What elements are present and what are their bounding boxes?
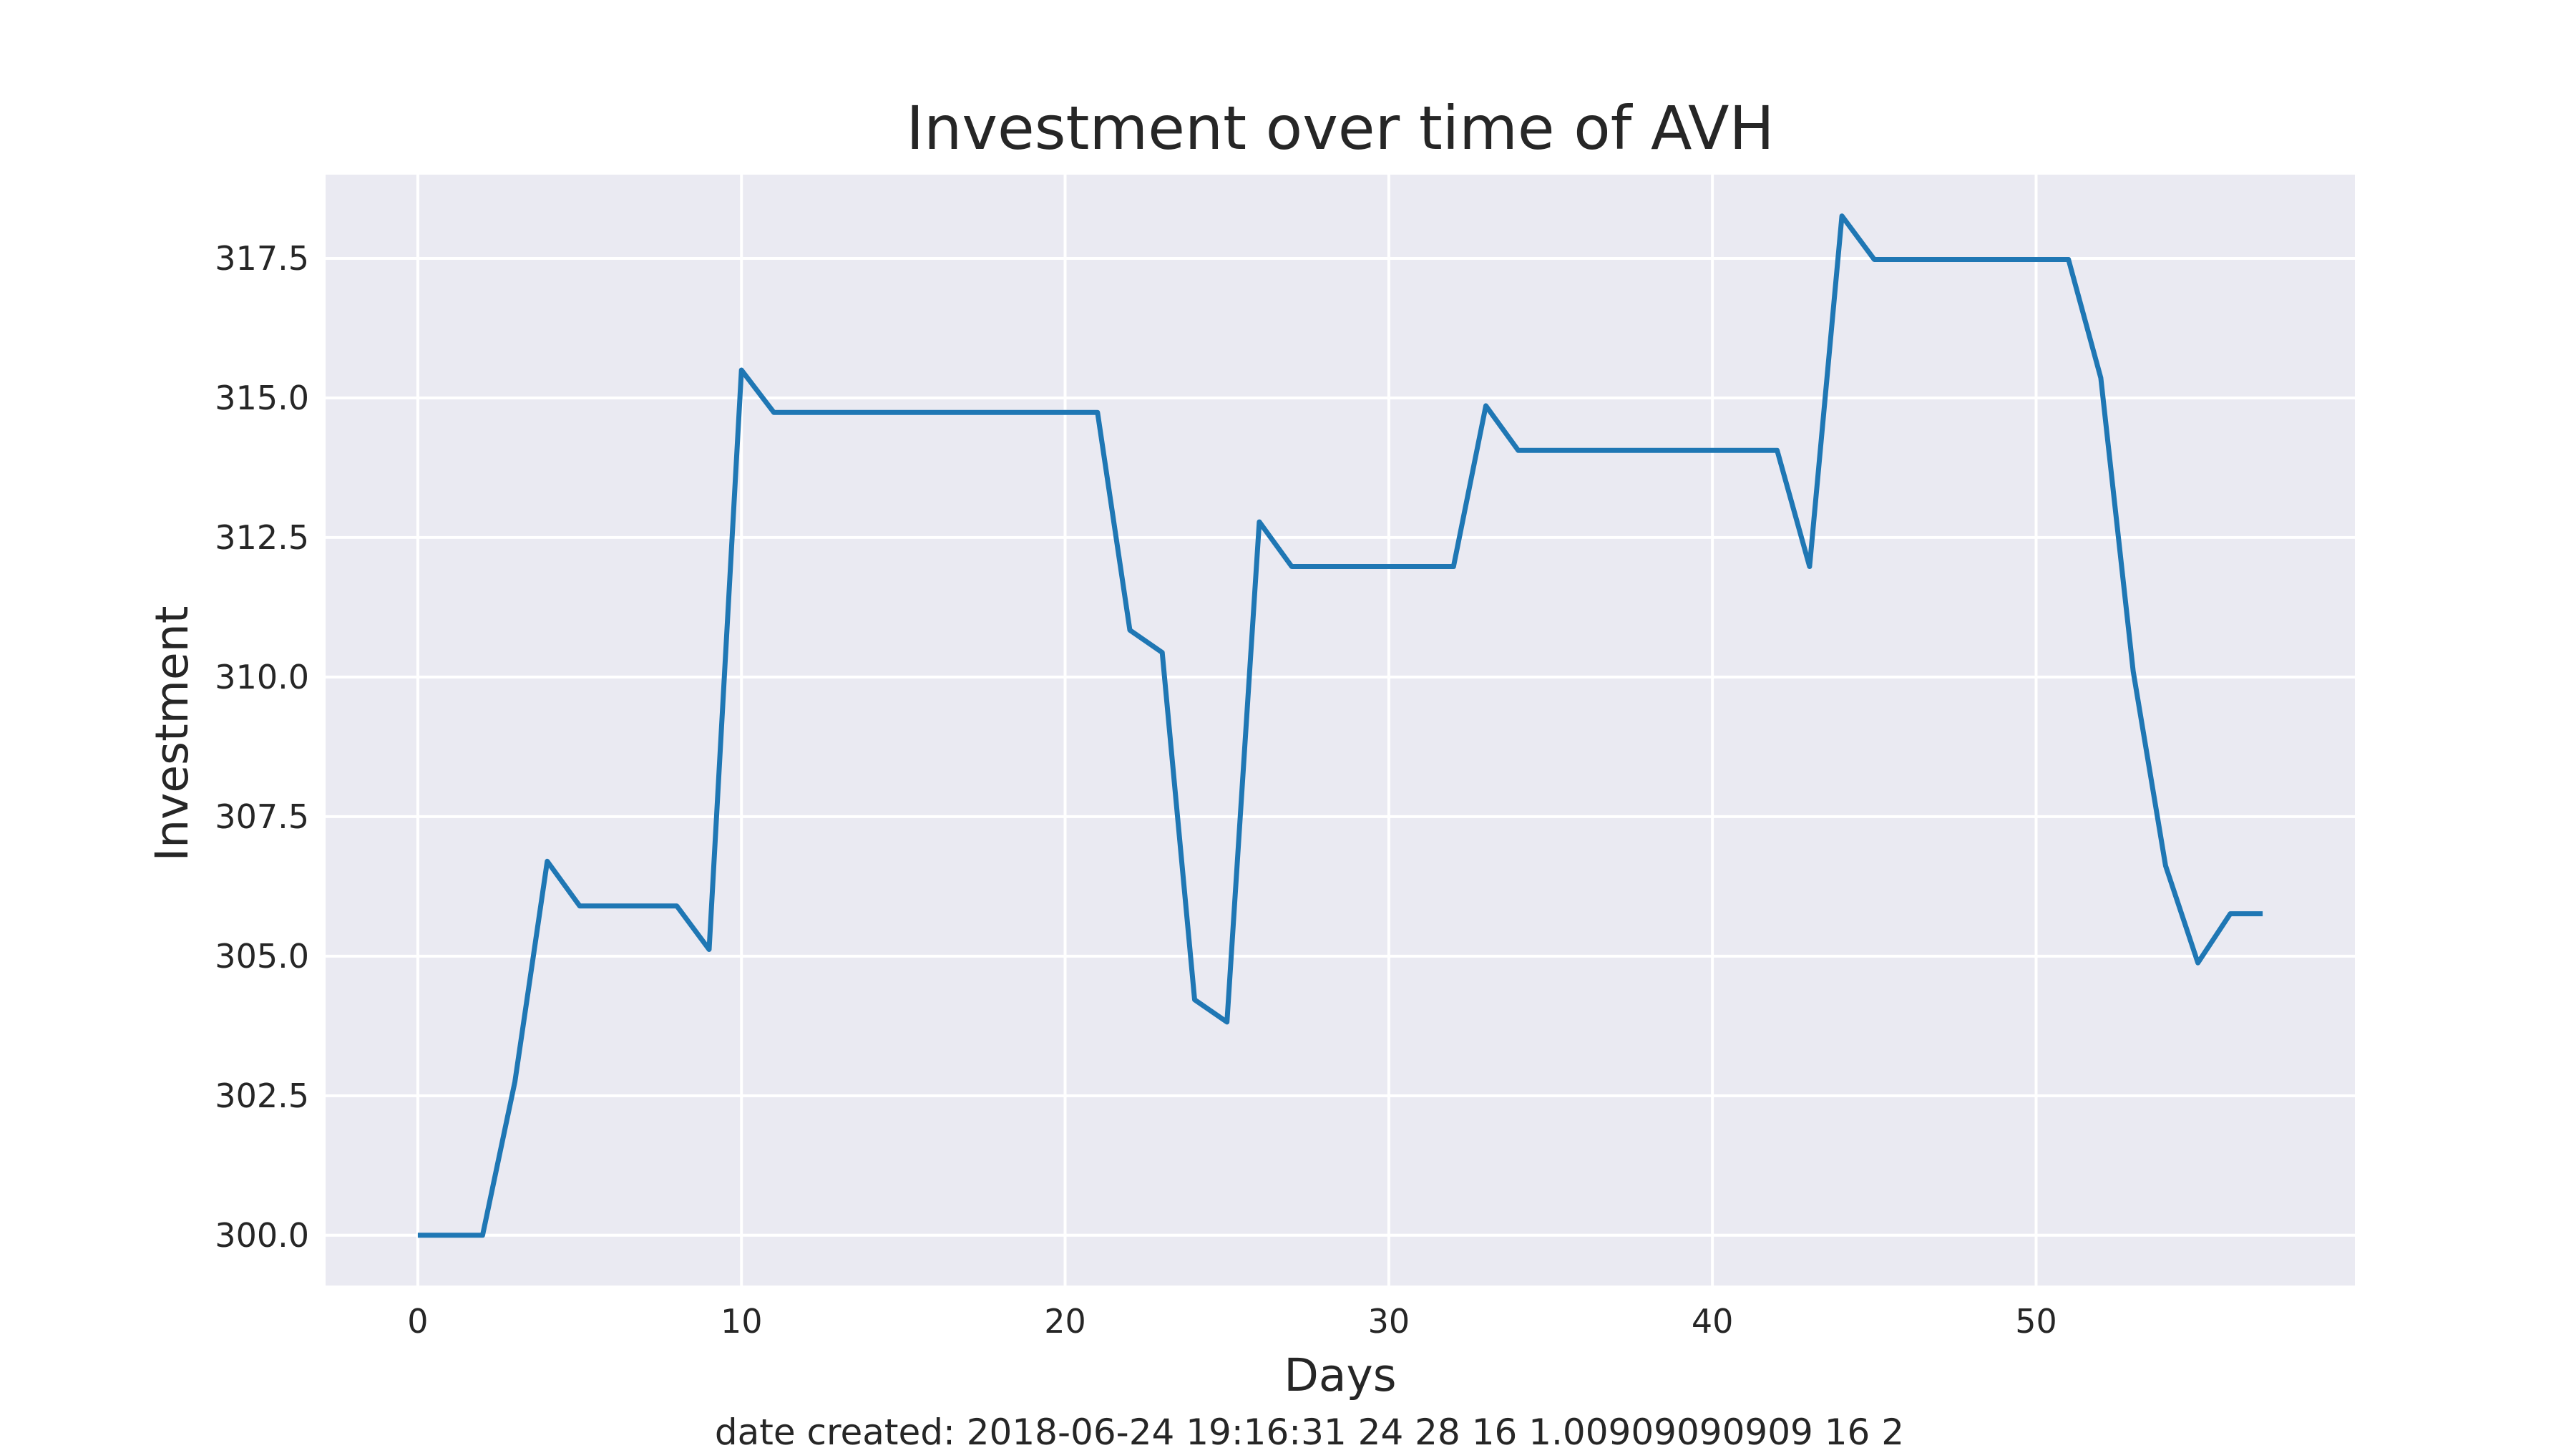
- y-tick-label: 302.5: [215, 1077, 309, 1115]
- y-tick-label: 315.0: [215, 379, 309, 417]
- x-tick-label: 30: [1368, 1302, 1410, 1341]
- y-tick-label: 300.0: [215, 1216, 309, 1255]
- investment-series-line: [417, 213, 2263, 1238]
- x-tick-label: 10: [721, 1302, 763, 1341]
- x-axis-label: Days: [1284, 1349, 1396, 1401]
- y-tick-label: 310.0: [215, 658, 309, 696]
- x-tick-label: 40: [1692, 1302, 1734, 1341]
- y-tick-label: 317.5: [215, 239, 309, 278]
- x-tick-label: 20: [1044, 1302, 1086, 1341]
- y-axis-label: Investment: [146, 606, 198, 862]
- chart-title: Investment over time of AVH: [906, 93, 1774, 163]
- series-layer: [417, 213, 2263, 1238]
- y-tick-labels: 300.0 302.5 305.0 307.5 310.0 312.5 315.0 317.5: [215, 239, 309, 1255]
- x-tick-label: 0: [407, 1302, 428, 1341]
- x-tick-labels: 0 10 20 30 40 50: [407, 1302, 2057, 1341]
- y-tick-label: 307.5: [215, 797, 309, 836]
- plot-background: [326, 175, 2355, 1286]
- date-created-footer: date created: 2018-06-24 19:16:31 24 28 …: [715, 1411, 1904, 1449]
- x-tick-label: 50: [2015, 1302, 2057, 1341]
- y-tick-label: 312.5: [215, 518, 309, 557]
- y-tick-label: 305.0: [215, 937, 309, 976]
